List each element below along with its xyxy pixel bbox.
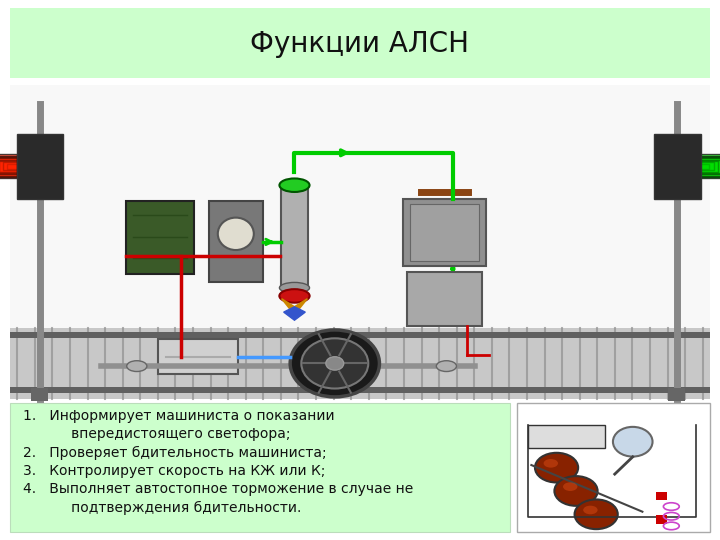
FancyArrow shape [700,163,714,171]
FancyArrow shape [3,163,17,171]
Ellipse shape [436,361,456,372]
Bar [281,185,308,288]
Bar [407,272,482,326]
Bar [654,134,701,199]
Bar [31,388,48,401]
Bar [528,425,605,448]
Bar [10,8,710,78]
FancyArrow shape [700,158,720,174]
FancyArrow shape [700,156,720,177]
Bar [410,204,479,261]
Circle shape [326,357,343,370]
Bar [209,201,263,282]
Bar [656,492,667,501]
Bar [10,387,710,393]
Text: 3.   Контролирует скорость на КЖ или К;: 3. Контролирует скорость на КЖ или К; [23,464,325,478]
Ellipse shape [217,218,253,250]
Text: подтверждения бдительности.: подтверждения бдительности. [23,501,302,515]
Bar [517,403,710,532]
Ellipse shape [583,505,598,514]
Bar [403,199,486,266]
Bar [668,388,685,401]
FancyArrow shape [700,160,720,173]
FancyArrow shape [700,164,709,169]
Text: 2.   Проверяет бдительность машиниста;: 2. Проверяет бдительность машиниста; [23,446,327,460]
Ellipse shape [535,453,578,483]
Ellipse shape [613,427,652,456]
FancyArrow shape [0,157,17,176]
FancyArrow shape [0,160,17,173]
Ellipse shape [563,482,577,491]
Polygon shape [284,307,305,320]
Circle shape [290,330,379,397]
Bar [10,332,710,338]
Ellipse shape [544,459,558,468]
Ellipse shape [279,282,310,293]
Text: Функции АЛСН: Функции АЛСН [251,30,469,58]
FancyArrow shape [700,157,720,176]
Bar [17,134,63,199]
Bar [10,328,710,399]
FancyArrow shape [0,156,17,177]
Text: впередистоящего светофора;: впередистоящего светофора; [23,427,291,441]
Text: 1.   Информирует машиниста о показании: 1. Информирует машиниста о показании [23,409,335,423]
Bar [126,201,194,274]
Ellipse shape [575,500,618,529]
Ellipse shape [279,178,310,192]
Bar [656,515,667,524]
Text: 4.   Выполняет автостопное торможение в случае не: 4. Выполняет автостопное торможение в сл… [23,482,413,496]
Bar [10,403,510,532]
FancyArrow shape [0,158,17,174]
Ellipse shape [554,476,598,506]
FancyArrow shape [0,161,17,172]
FancyArrow shape [700,154,720,178]
Ellipse shape [127,361,147,372]
Bar [158,339,238,374]
Bar [10,85,710,399]
FancyArrow shape [0,154,17,178]
FancyArrow shape [700,161,718,172]
FancyArrow shape [7,164,17,169]
Circle shape [301,338,369,388]
Polygon shape [282,299,307,315]
Ellipse shape [279,289,310,302]
